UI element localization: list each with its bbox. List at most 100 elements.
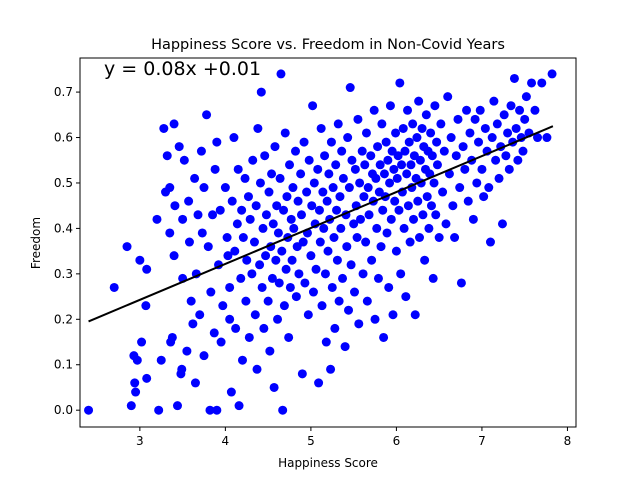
data-point (345, 183, 354, 192)
data-point (356, 215, 365, 224)
data-point (260, 151, 269, 160)
data-point (438, 188, 447, 197)
data-point (390, 197, 399, 206)
data-point (131, 388, 140, 397)
data-point (367, 256, 376, 265)
data-point (267, 169, 276, 178)
data-point (403, 106, 412, 115)
data-point (300, 138, 309, 147)
data-point (231, 324, 240, 333)
data-point (388, 310, 397, 319)
data-point (315, 206, 324, 215)
data-point (127, 401, 136, 410)
data-point (239, 233, 248, 242)
data-point (344, 306, 353, 315)
data-point (184, 197, 193, 206)
data-point (194, 210, 203, 219)
data-point (302, 188, 311, 197)
data-point (318, 301, 327, 310)
data-point (488, 133, 497, 142)
data-point (376, 160, 385, 169)
data-point (142, 374, 151, 383)
data-point (159, 124, 168, 133)
data-point (123, 242, 132, 251)
data-point (208, 210, 217, 219)
data-point (331, 160, 340, 169)
data-point (294, 269, 303, 278)
data-point (423, 192, 432, 201)
data-point (238, 356, 247, 365)
x-tick-label: 4 (222, 434, 230, 448)
data-point (361, 238, 370, 247)
data-point (351, 165, 360, 174)
data-point (217, 338, 226, 347)
data-point (537, 78, 546, 87)
data-point (428, 151, 437, 160)
data-point (223, 233, 232, 242)
data-point (359, 269, 368, 278)
data-point (212, 406, 221, 415)
data-point (327, 138, 336, 147)
data-point (430, 178, 439, 187)
data-point (379, 333, 388, 342)
data-point (241, 297, 250, 306)
data-point (200, 183, 209, 192)
data-point (288, 183, 297, 192)
data-point (157, 356, 166, 365)
data-point (335, 297, 344, 306)
data-point (313, 165, 322, 174)
data-point (165, 183, 174, 192)
data-point (133, 356, 142, 365)
data-point (383, 228, 392, 237)
data-point (353, 115, 362, 124)
data-point (276, 174, 285, 183)
data-point (503, 128, 512, 137)
data-point (324, 169, 333, 178)
data-point (211, 165, 220, 174)
y-tick-label: 0.2 (54, 312, 73, 326)
data-point (408, 119, 417, 128)
data-point (195, 310, 204, 319)
data-point (530, 106, 539, 115)
data-point (84, 406, 93, 415)
data-point (202, 110, 211, 119)
data-point (233, 219, 242, 228)
data-point (427, 201, 436, 210)
data-point (294, 197, 303, 206)
data-point (250, 238, 259, 247)
data-point (395, 78, 404, 87)
data-point (507, 101, 516, 110)
regression-equation: y = 0.08x +0.01 (104, 58, 261, 80)
data-point (237, 206, 246, 215)
data-point (234, 165, 243, 174)
data-point (279, 206, 288, 215)
data-point (436, 119, 445, 128)
data-point (276, 69, 285, 78)
data-point (378, 206, 387, 215)
data-point (284, 333, 293, 342)
data-point (399, 124, 408, 133)
data-point (277, 247, 286, 256)
data-point (204, 242, 213, 251)
data-point (495, 174, 504, 183)
data-point (312, 265, 321, 274)
data-point (464, 197, 473, 206)
data-point (168, 333, 177, 342)
data-point (245, 333, 254, 342)
data-point (411, 310, 420, 319)
data-point (392, 247, 401, 256)
data-point (333, 256, 342, 265)
data-point (377, 242, 386, 251)
data-point (291, 147, 300, 156)
data-point (450, 233, 459, 242)
data-point (289, 224, 298, 233)
data-point (422, 110, 431, 119)
data-point (418, 210, 427, 219)
data-point (300, 278, 309, 287)
data-point (481, 124, 490, 133)
data-point (477, 165, 486, 174)
data-point (460, 165, 469, 174)
data-point (469, 215, 478, 224)
data-point (336, 224, 345, 233)
